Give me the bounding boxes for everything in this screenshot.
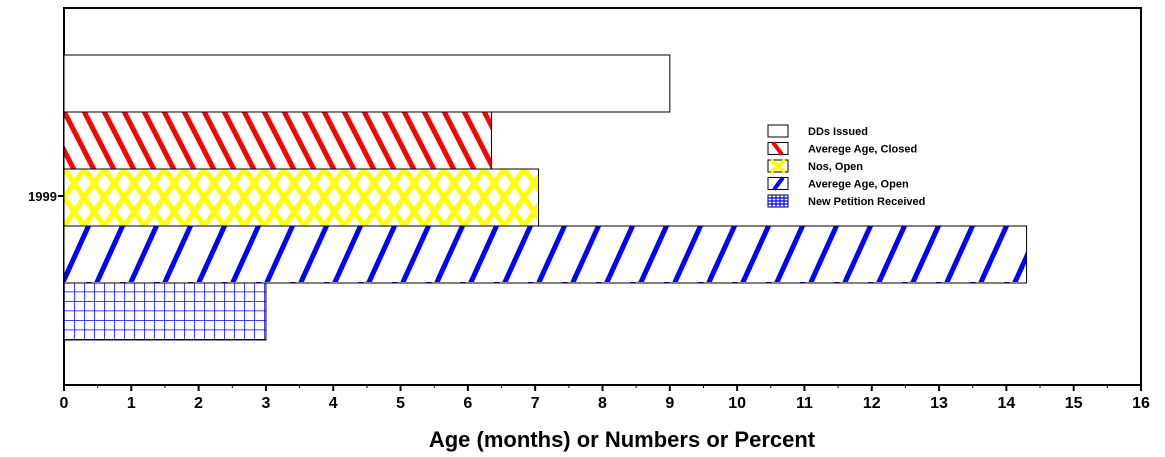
legend-entry: New Petition Received	[767, 194, 925, 208]
x-tick-label: 11	[796, 395, 813, 412]
x-tick-label: 6	[463, 395, 472, 412]
x-tick-label: 8	[598, 395, 607, 412]
legend-entry: DDs Issued	[767, 124, 868, 138]
legend-label: DDs Issued	[808, 126, 868, 138]
x-tick-label: 5	[396, 395, 405, 412]
legend-label: Averege Age, Open	[808, 179, 909, 191]
legend-swatch-pattern	[772, 176, 785, 191]
bar-dds-issued	[63, 54, 671, 113]
bar-new-petition-received	[63, 282, 267, 341]
bar-nos-open	[63, 168, 540, 227]
legend-label: New Petition Received	[808, 196, 925, 208]
legend-swatch	[767, 124, 789, 138]
bar-averege-age-closed	[63, 111, 492, 170]
legend-entry: Averege Age, Open	[767, 176, 909, 191]
x-tick-label: 2	[194, 395, 203, 412]
x-tick-label: 4	[329, 395, 338, 412]
x-tick-label: 14	[997, 395, 1015, 412]
x-tick-label: 10	[728, 395, 746, 412]
legend-swatch-pattern	[769, 158, 787, 174]
legend-label: Nos, Open	[808, 161, 863, 173]
x-tick-label: 9	[665, 395, 674, 412]
x-tick-label: 15	[1065, 395, 1083, 412]
legend-swatch-pattern	[771, 141, 784, 156]
x-tick-label: 3	[261, 395, 270, 412]
x-tick-label: 0	[60, 395, 69, 412]
category-label: 1999	[28, 189, 57, 204]
legend-entry: Averege Age, Closed	[767, 141, 917, 156]
legend-label: Averege Age, Closed	[808, 144, 917, 156]
x-tick-label: 16	[1132, 395, 1150, 412]
x-tick-label: 7	[531, 395, 540, 412]
x-tick-label: 13	[930, 395, 948, 412]
x-tick-label: 12	[863, 395, 881, 412]
x-tick-label: 1	[127, 395, 136, 412]
legend-entry: Nos, Open	[767, 158, 863, 174]
x-axis-title: Age (months) or Numbers or Percent	[429, 427, 816, 452]
bar-averege-age-open	[63, 225, 1028, 284]
